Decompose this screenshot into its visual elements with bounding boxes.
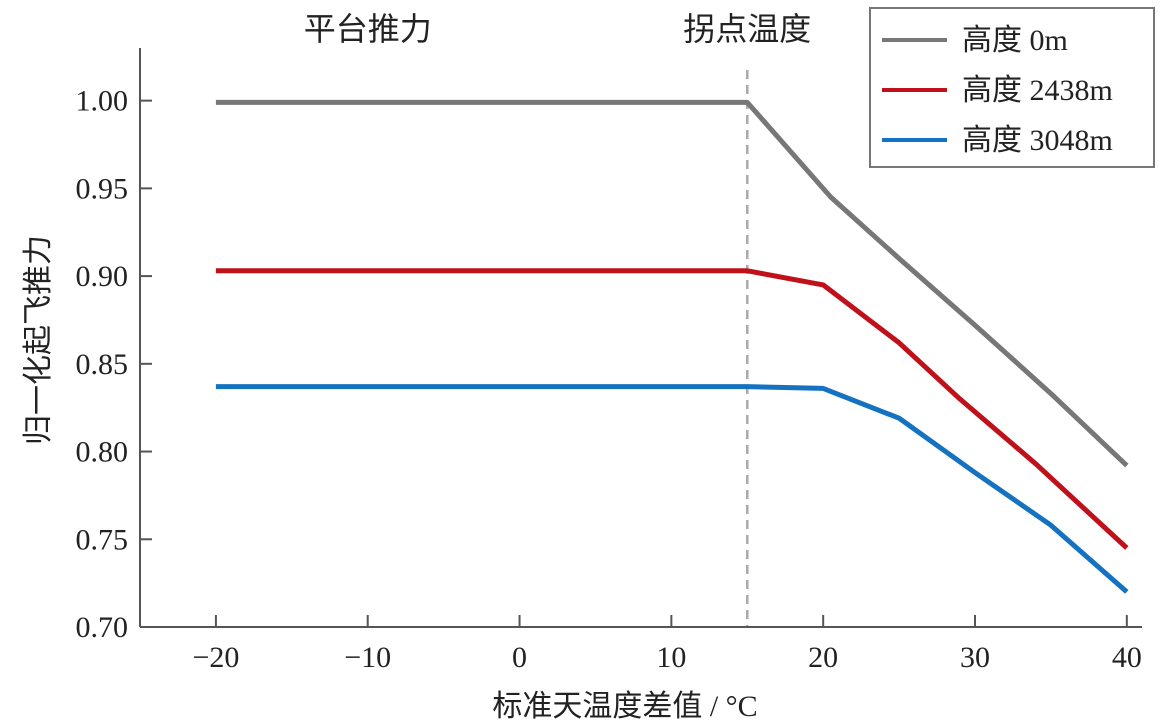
legend-label: 高度 3048m <box>962 124 1113 157</box>
y-tick-label: 0.70 <box>76 611 129 644</box>
y-axis-label: 归一化起飞推力 <box>22 235 55 445</box>
y-tick-label: 0.95 <box>76 172 129 205</box>
series-layer <box>215 99 1129 594</box>
x-tick-label: −10 <box>344 641 391 674</box>
annotation-layer: 平台推力 拐点温度 <box>304 11 812 47</box>
ticks-layer: −20 −10 0 10 20 30 40 0.70 0.75 0.80 0.85 0.90 0.95 1… <box>76 85 1142 674</box>
y-tick-label: 1.00 <box>76 85 129 118</box>
legend-label: 高度 2438m <box>962 74 1113 107</box>
y-tick-label: 0.75 <box>76 523 129 556</box>
annotation-0: 平台推力 <box>304 11 432 47</box>
x-tick-label: 40 <box>1112 641 1142 674</box>
series-line-2 <box>215 384 1129 594</box>
x-tick-label: 0 <box>512 641 527 674</box>
annotation-1: 拐点温度 <box>683 11 811 47</box>
legend-items: 高度 0m 高度 2438m 高度 3048m <box>882 24 1113 157</box>
x-tick-label: 10 <box>656 641 686 674</box>
legend: 高度 0m 高度 2438m 高度 3048m <box>869 7 1155 168</box>
legend-label: 高度 0m <box>962 24 1068 57</box>
x-tick-label: 30 <box>960 641 990 674</box>
series-line-1 <box>215 268 1129 550</box>
x-tick-label: 20 <box>808 641 838 674</box>
x-tick-label: −20 <box>192 641 239 674</box>
series-line-0 <box>215 99 1129 468</box>
y-tick-label: 0.90 <box>76 260 129 293</box>
legend-box <box>869 7 1155 168</box>
y-tick-label: 0.80 <box>76 436 129 469</box>
x-axis-label: 标准天温度差值 / °C <box>492 690 757 723</box>
y-tick-label: 0.85 <box>76 348 129 381</box>
